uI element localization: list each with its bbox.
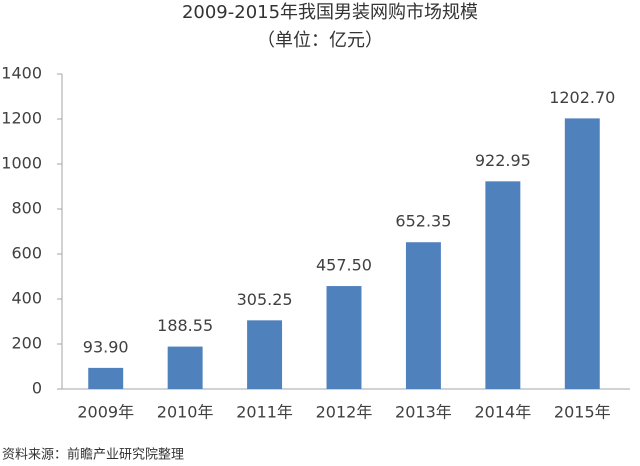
x-tick-label: 2010年 [157, 403, 214, 422]
y-tick-label: 1200 [1, 109, 42, 128]
bar [247, 320, 283, 389]
value-label: 1202.70 [549, 88, 615, 107]
bar [405, 242, 441, 389]
y-tick-label: 200 [11, 334, 42, 353]
chart-subtitle: （单位：亿元） [257, 30, 383, 51]
bar [326, 286, 362, 389]
source-note: 资料来源：前瞻产业研究院整理 [2, 447, 184, 463]
value-label: 93.90 [83, 337, 129, 356]
y-tick-label: 800 [11, 199, 42, 218]
chart-title: 2009-2015年我国男装网购市场规模 [182, 2, 478, 23]
y-tick-label: 1400 [1, 64, 42, 83]
bar [564, 118, 600, 389]
value-label: 457.50 [316, 256, 372, 275]
y-tick-label: 0 [32, 379, 42, 398]
x-tick-label: 2013年 [395, 403, 452, 422]
x-tick-label: 2011年 [236, 403, 293, 422]
value-label: 305.25 [237, 290, 293, 309]
value-label: 188.55 [157, 316, 213, 335]
x-tick-label: 2009年 [77, 403, 134, 422]
bar [167, 346, 203, 389]
bar [485, 181, 521, 389]
bar [88, 367, 124, 389]
y-tick-label: 600 [11, 244, 42, 263]
x-tick-label: 2015年 [554, 403, 611, 422]
value-label: 922.95 [475, 151, 531, 170]
y-tick-label: 400 [11, 289, 42, 308]
value-label: 652.35 [395, 212, 451, 231]
y-tick-label: 1000 [1, 154, 42, 173]
x-tick-label: 2014年 [474, 403, 531, 422]
x-tick-label: 2012年 [316, 403, 373, 422]
